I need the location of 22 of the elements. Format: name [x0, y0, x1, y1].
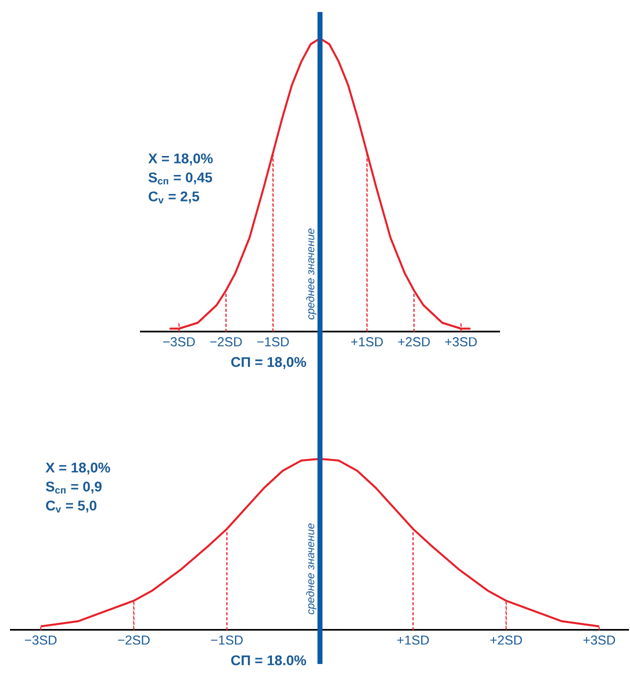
x-tick-label: −1SD — [257, 337, 289, 346]
x-tick-label: −3SD — [25, 635, 57, 645]
annotation: C$_{v}$ = 5,0 — [46, 500, 96, 513]
x-axis-title: СП = 18,0% — [231, 357, 306, 370]
annotation: S$_{сп}$ = 0,45 — [148, 172, 212, 184]
ref-line-label: среднее значение — [306, 228, 317, 320]
ref-line-label: среднее значение — [306, 523, 317, 614]
annotation: S$_{сп}$ = 0,9 — [46, 482, 102, 494]
annotation: X = 18,0% — [148, 153, 213, 166]
x-tick-label: +3SD — [584, 635, 616, 645]
x-tick-label: −1SD — [211, 635, 243, 645]
x-tick-label: +2SD — [398, 337, 430, 346]
x-tick-label: +2SD — [490, 635, 522, 645]
x-tick-label: +1SD — [351, 337, 383, 346]
x-axis-title: СП = 18.0% — [231, 655, 306, 666]
x-tick-label: +1SD — [397, 635, 429, 645]
annotation: X = 18,0% — [46, 462, 110, 475]
annotation: C$_{v}$ = 2,5 — [148, 191, 200, 204]
x-tick-label: −3SD — [163, 337, 195, 346]
x-tick-label: +3SD — [445, 337, 477, 346]
x-tick-label: −2SD — [118, 635, 150, 645]
x-tick-label: −2SD — [210, 337, 242, 346]
